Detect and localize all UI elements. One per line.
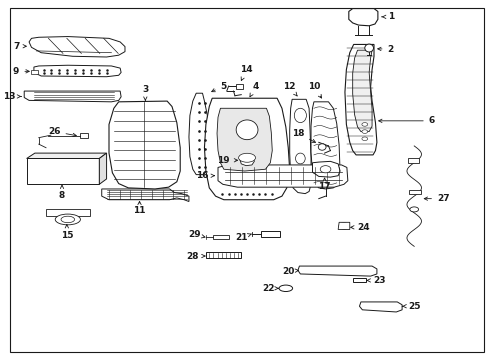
Ellipse shape [362, 137, 368, 140]
Polygon shape [189, 93, 208, 175]
Polygon shape [24, 91, 121, 102]
Text: 28: 28 [186, 252, 205, 261]
Polygon shape [345, 44, 377, 155]
Ellipse shape [320, 166, 331, 173]
Text: 29: 29 [189, 230, 205, 239]
Polygon shape [313, 161, 340, 177]
Text: 4: 4 [250, 82, 259, 97]
Polygon shape [290, 99, 311, 194]
Text: 13: 13 [3, 92, 21, 101]
Polygon shape [218, 165, 348, 187]
Polygon shape [204, 98, 290, 200]
Polygon shape [338, 222, 350, 229]
Polygon shape [236, 84, 243, 89]
Text: 26: 26 [48, 127, 76, 137]
Ellipse shape [410, 207, 418, 212]
Ellipse shape [362, 123, 368, 126]
Text: 14: 14 [240, 65, 252, 81]
Polygon shape [213, 235, 229, 239]
Polygon shape [206, 252, 241, 258]
Text: 1: 1 [382, 12, 394, 21]
Polygon shape [26, 158, 99, 184]
Text: 25: 25 [402, 302, 420, 311]
Text: 21: 21 [236, 233, 251, 242]
Text: 16: 16 [196, 171, 214, 180]
Ellipse shape [239, 153, 256, 162]
Ellipse shape [318, 144, 326, 150]
Text: 23: 23 [367, 276, 386, 285]
Ellipse shape [339, 223, 349, 229]
Text: 5: 5 [212, 82, 227, 92]
Polygon shape [29, 37, 125, 57]
Text: 15: 15 [61, 225, 73, 240]
Polygon shape [408, 158, 419, 163]
Text: 2: 2 [378, 45, 394, 54]
Text: 10: 10 [308, 82, 321, 98]
Ellipse shape [365, 44, 373, 52]
Polygon shape [34, 65, 121, 77]
Polygon shape [80, 134, 88, 138]
Text: 27: 27 [424, 194, 450, 203]
Polygon shape [353, 50, 372, 132]
Text: 24: 24 [351, 223, 370, 232]
Text: 7: 7 [13, 42, 26, 51]
Text: 17: 17 [318, 178, 331, 191]
Ellipse shape [279, 285, 293, 292]
Polygon shape [31, 69, 38, 74]
Text: 6: 6 [379, 116, 435, 125]
Polygon shape [217, 108, 272, 171]
Text: 22: 22 [263, 284, 278, 293]
Text: 8: 8 [59, 185, 65, 200]
Text: 12: 12 [283, 82, 297, 96]
Text: 20: 20 [282, 267, 298, 276]
Ellipse shape [61, 216, 74, 223]
Text: 9: 9 [13, 67, 29, 76]
Polygon shape [109, 101, 180, 189]
Polygon shape [99, 153, 107, 184]
Text: 19: 19 [218, 156, 238, 165]
Text: 18: 18 [292, 129, 316, 143]
Ellipse shape [295, 153, 305, 164]
Polygon shape [311, 102, 340, 189]
Polygon shape [349, 9, 378, 26]
Polygon shape [360, 302, 402, 312]
Ellipse shape [294, 108, 306, 123]
Polygon shape [240, 155, 254, 166]
Polygon shape [261, 231, 280, 237]
Polygon shape [26, 153, 107, 158]
Text: 3: 3 [142, 85, 148, 100]
Polygon shape [409, 190, 420, 194]
FancyBboxPatch shape [10, 8, 485, 352]
Polygon shape [102, 189, 189, 202]
Polygon shape [353, 278, 366, 282]
Polygon shape [46, 210, 90, 216]
Polygon shape [298, 266, 377, 276]
Text: 11: 11 [133, 201, 146, 215]
Ellipse shape [55, 214, 80, 225]
Ellipse shape [362, 130, 368, 134]
Ellipse shape [236, 120, 258, 140]
